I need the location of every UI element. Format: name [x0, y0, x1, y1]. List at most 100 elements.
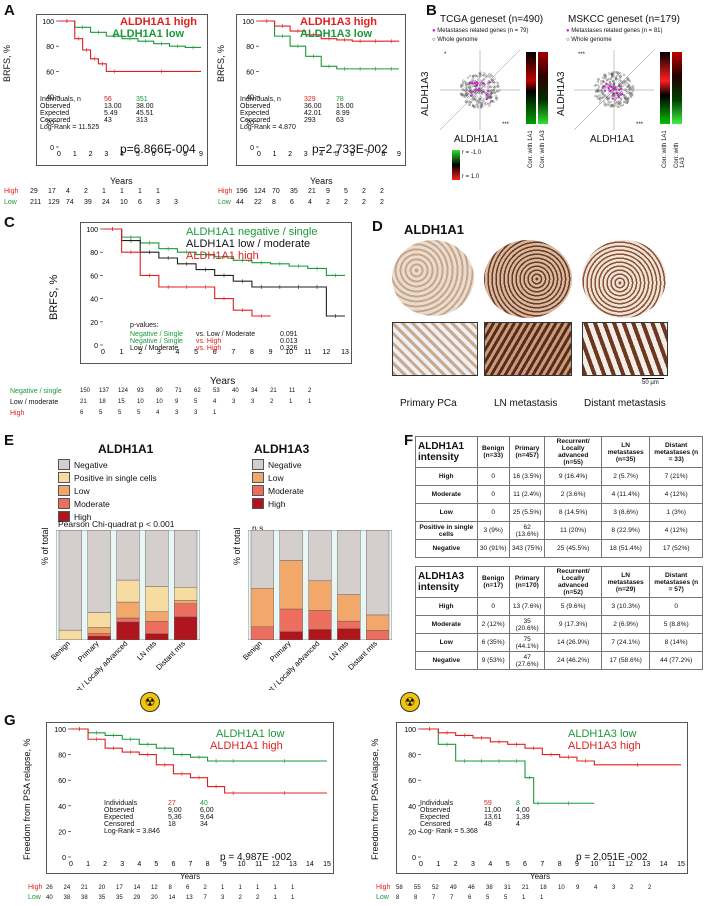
panel-b-ylabel-mskcc: ALDH1A3 [556, 71, 567, 116]
y-tick-label: 80 [408, 753, 416, 760]
stats-cell: Censored [420, 821, 451, 828]
at-risk-count: 8 [414, 895, 418, 901]
at-risk-count: 62 [194, 388, 201, 394]
gene-point [472, 74, 475, 77]
x-tick-label: 8 [206, 861, 210, 868]
x-tick-label: 7 [540, 861, 544, 868]
x-tick-label: 8 [558, 861, 562, 868]
gene-point [600, 82, 603, 86]
table-row: Negative 30 (91%) 343 (75%) 25 (45.5%) 18 (5… [415, 539, 703, 558]
category-label: Distant mts [346, 640, 379, 672]
gene-point [492, 80, 495, 83]
y-tick-label: 20 [46, 120, 54, 127]
metastasis-gene-point [614, 86, 617, 89]
gene-point [485, 102, 488, 105]
y-tick-label: 0 [50, 145, 54, 152]
stats-cell: 45.51 [136, 110, 154, 117]
gene-point [474, 98, 477, 101]
gene-point [476, 90, 479, 94]
table-cell: 2 (3.6%) [544, 485, 602, 504]
table-cell: 0 [476, 485, 510, 504]
km-series-line [71, 728, 327, 794]
gene-point [464, 89, 467, 92]
gene-point [459, 92, 462, 95]
gene-point [489, 85, 492, 88]
gene-point [625, 102, 629, 105]
at-risk-count: 70 [272, 188, 280, 195]
gene-point [619, 101, 622, 104]
gene-point [616, 105, 619, 108]
legend-label: High [268, 498, 286, 509]
gene-point [601, 96, 604, 99]
ihc-distant-zoom [582, 322, 668, 376]
y-tick-label: 20 [58, 829, 66, 836]
at-risk-count: 40 [232, 388, 239, 394]
radiation-icon-left: ☢ [140, 692, 160, 712]
km-g2-legend-low: ALDH1A3 low [568, 728, 637, 740]
gene-point [607, 96, 610, 99]
category-label: Primary [76, 640, 101, 664]
stats-cell: 34 [200, 821, 208, 828]
metastasis-gene-point [608, 84, 611, 88]
stats-row: Censored 43 313 [40, 117, 200, 124]
y-tick-label: 40 [46, 95, 54, 102]
stats-cell: 42.01 [304, 110, 322, 117]
stack-segment [279, 560, 303, 610]
metastasis-gene-point [485, 93, 488, 97]
table-row: Negative 9 (53%) 47 (27.6%) 24 (46.2%) 17 (5… [415, 651, 703, 670]
gene-point [473, 106, 476, 109]
x-tick-label: 11 [304, 349, 311, 356]
caption-primary: Primary PCa [400, 398, 457, 409]
metastasis-gene-point [470, 90, 473, 94]
stack-segment [365, 530, 390, 616]
legend-label: Negative [74, 459, 108, 470]
gene-point [496, 90, 499, 93]
x-tick-label: 0 [257, 151, 261, 158]
metastasis-gene-point [617, 96, 621, 99]
x-tick-label: 3 [120, 861, 124, 868]
x-tick-label: 5 [154, 861, 158, 868]
gene-point [613, 82, 616, 85]
gene-point [597, 90, 600, 93]
at-risk-count: 49 [450, 885, 457, 891]
table-cell: Low [415, 503, 478, 522]
stats-cell: Observed [420, 807, 451, 814]
gene-point [476, 106, 480, 109]
x-tick-label: 15 [677, 861, 685, 868]
km-c-pvalues: Negative / Single vs. Low / Moderate 0.091… [130, 331, 350, 352]
stats-row: Log-Rank = 4.870 [240, 124, 400, 131]
at-risk-count: 1 [540, 895, 544, 901]
gene-point [465, 82, 468, 85]
gene-point [607, 72, 610, 75]
stats-cell: Individuals, n [40, 96, 81, 103]
km-a1-risk-low-label: Low [4, 199, 17, 206]
gene-point [604, 76, 607, 79]
km-c-risk-label-lowmod: Low / moderate [10, 399, 59, 406]
at-risk-count: 29 [133, 895, 141, 901]
x-tick-label: 1 [273, 151, 277, 158]
gene-point [490, 95, 493, 99]
gene-point [622, 81, 625, 85]
table-cell: Negative [415, 651, 478, 670]
panel-d-title: ALDH1A1 [404, 222, 464, 237]
stats-cell: 38.00 [136, 103, 154, 110]
panel-b-neg-tcga: * [444, 52, 447, 58]
gene-point [477, 99, 480, 102]
at-risk-count: 3 [251, 399, 255, 405]
gene-point [472, 103, 475, 107]
gene-point [487, 103, 490, 106]
gene-point [611, 79, 614, 83]
km-c-pv-title: p-values: [130, 322, 159, 329]
x-tick-label: 6 [152, 151, 156, 158]
metastasis-gene-point [617, 84, 621, 87]
gene-point [624, 80, 627, 83]
pvalue-cell: vs. High [196, 338, 222, 345]
x-tick-label: 8 [183, 151, 187, 158]
gene-point [623, 97, 626, 100]
at-risk-count: 1 [273, 885, 277, 891]
at-risk-count: 5 [344, 188, 348, 195]
stack-segment [58, 629, 82, 640]
gene-point [616, 71, 619, 74]
gene-point [623, 88, 626, 91]
gene-point [596, 80, 599, 83]
